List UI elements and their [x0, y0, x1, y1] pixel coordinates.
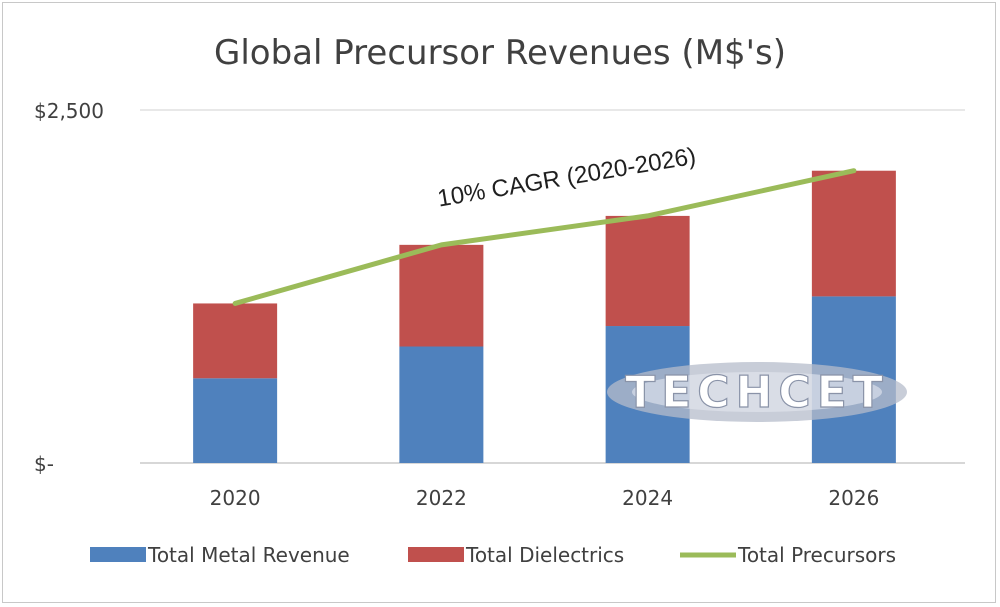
- cagr-annotation: 10% CAGR (2020-2026): [436, 143, 698, 213]
- legend-swatch: [408, 547, 464, 562]
- bar-total-metal-revenue-2020: [193, 378, 278, 463]
- x-axis-labels: 2020 2022 2024 2026: [210, 486, 880, 510]
- line-total-precursors: [232, 168, 857, 306]
- legend-label: Total Precursors: [737, 543, 896, 567]
- bar-total-dielectrics-2020: [193, 303, 278, 379]
- x-tick-label: 2022: [416, 486, 467, 510]
- legend-label: Total Metal Revenue: [147, 543, 350, 567]
- bar-total-dielectrics-2022: [399, 244, 484, 347]
- y-tick-label: $-: [34, 452, 54, 476]
- legend-swatch: [90, 547, 146, 562]
- legend-label: Total Dielectrics: [465, 543, 624, 567]
- legend: Total Metal Revenue Total Dielectrics Tota…: [90, 543, 896, 567]
- watermark-text: TECHCET: [625, 367, 889, 418]
- bar-total-dielectrics-2024: [605, 215, 690, 327]
- bar-total-dielectrics-2026: [811, 170, 896, 297]
- y-tick-label: $2,500: [34, 99, 104, 123]
- x-tick-label: 2020: [210, 486, 261, 510]
- bar-total-metal-revenue-2022: [399, 346, 484, 463]
- x-tick-label: 2026: [828, 486, 879, 510]
- bars: [193, 170, 896, 463]
- chart-title: Global Precursor Revenues (M$'s): [214, 33, 786, 73]
- y-axis-ticks: $- $2,500: [34, 99, 104, 476]
- techcet-watermark: TECHCET: [607, 362, 907, 422]
- x-tick-label: 2024: [622, 486, 673, 510]
- total-precursors-line: [232, 168, 857, 306]
